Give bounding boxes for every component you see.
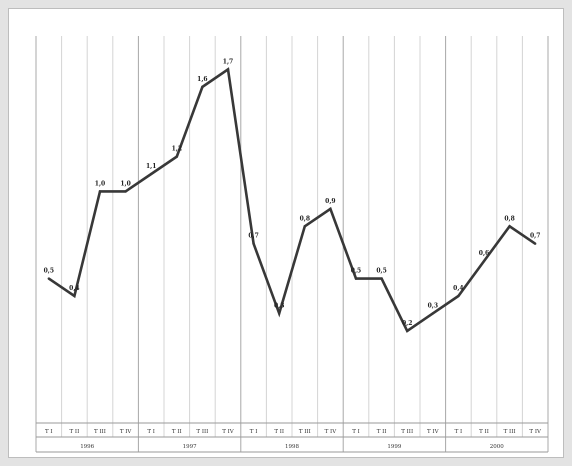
year-label: 2000 xyxy=(490,444,504,450)
data-point xyxy=(252,242,255,245)
year-label: 1997 xyxy=(183,444,197,450)
x-tick-label: T I xyxy=(455,429,463,435)
series-line xyxy=(48,67,536,333)
data-label: 0,4 xyxy=(453,285,463,292)
x-tick-label: T IV xyxy=(427,429,440,435)
data-point xyxy=(278,312,281,315)
data-label: 0,5 xyxy=(376,268,386,275)
data-point xyxy=(303,225,306,228)
data-point xyxy=(124,190,127,193)
x-tick-label: T II xyxy=(479,429,489,435)
data-point xyxy=(150,172,153,176)
data-point xyxy=(482,259,486,263)
year-label: 1996 xyxy=(80,444,94,450)
line-chart: T I T II T III T IV T I T II T III T IV T I T II T… xyxy=(35,36,549,453)
data-point xyxy=(47,277,50,280)
x-tick-label: T II xyxy=(70,429,80,435)
data-point xyxy=(73,294,76,298)
data-label: 1,1 xyxy=(146,163,156,170)
data-point xyxy=(329,207,332,211)
data-point xyxy=(508,225,511,228)
data-label: 0,9 xyxy=(325,198,335,205)
data-label: 0,7 xyxy=(530,233,540,240)
data-label: 0,5 xyxy=(44,268,54,275)
data-label: 1,0 xyxy=(120,180,130,187)
data-label: 0,3 xyxy=(274,302,284,309)
data-point xyxy=(431,312,434,315)
data-point xyxy=(457,294,460,298)
year-label: 1999 xyxy=(387,444,401,450)
data-label: 0,6 xyxy=(479,250,489,257)
x-tick-label: T I xyxy=(147,429,155,435)
data-point xyxy=(226,68,230,71)
data-label: 0,3 xyxy=(428,302,438,309)
year-label: 1998 xyxy=(285,444,299,450)
data-label: 1,0 xyxy=(95,180,105,187)
data-point xyxy=(201,85,204,89)
x-tick-label: T III xyxy=(94,429,106,435)
data-label: 0,2 xyxy=(402,320,412,327)
x-tick-label: T IV xyxy=(120,429,133,435)
data-label: 0,4 xyxy=(69,285,79,292)
x-tick-label: T III xyxy=(504,429,516,435)
data-point xyxy=(534,242,537,245)
data-point xyxy=(175,155,178,158)
x-tick-label: T III xyxy=(196,429,208,435)
data-label: 0,8 xyxy=(504,215,514,222)
data-label: 1,7 xyxy=(223,58,233,65)
data-point xyxy=(406,329,409,333)
data-point xyxy=(98,190,102,193)
x-tick-label: T IV xyxy=(529,429,542,435)
x-tick-label: T IV xyxy=(325,429,338,435)
data-label: 1,2 xyxy=(172,146,182,153)
x-tick-label: T III xyxy=(401,429,413,435)
data-label: 0,5 xyxy=(351,268,361,275)
data-label: 1,6 xyxy=(197,76,207,83)
x-tick-label: T I xyxy=(250,429,258,435)
x-tick-label: T I xyxy=(45,429,53,435)
x-tick-label: T II xyxy=(274,429,284,435)
x-tick-label: T II xyxy=(377,429,387,435)
data-label: 0,8 xyxy=(300,215,310,222)
data-point xyxy=(354,277,358,280)
x-tick-label: T IV xyxy=(222,429,235,435)
x-tick-label: T I xyxy=(352,429,360,435)
x-tick-label: T III xyxy=(299,429,311,435)
data-label: 0,7 xyxy=(248,233,258,240)
data-point xyxy=(380,277,383,280)
chart-frame: T I T II T III T IV T I T II T III T IV T I T II T… xyxy=(8,8,564,458)
x-tick-label: T II xyxy=(172,429,182,435)
